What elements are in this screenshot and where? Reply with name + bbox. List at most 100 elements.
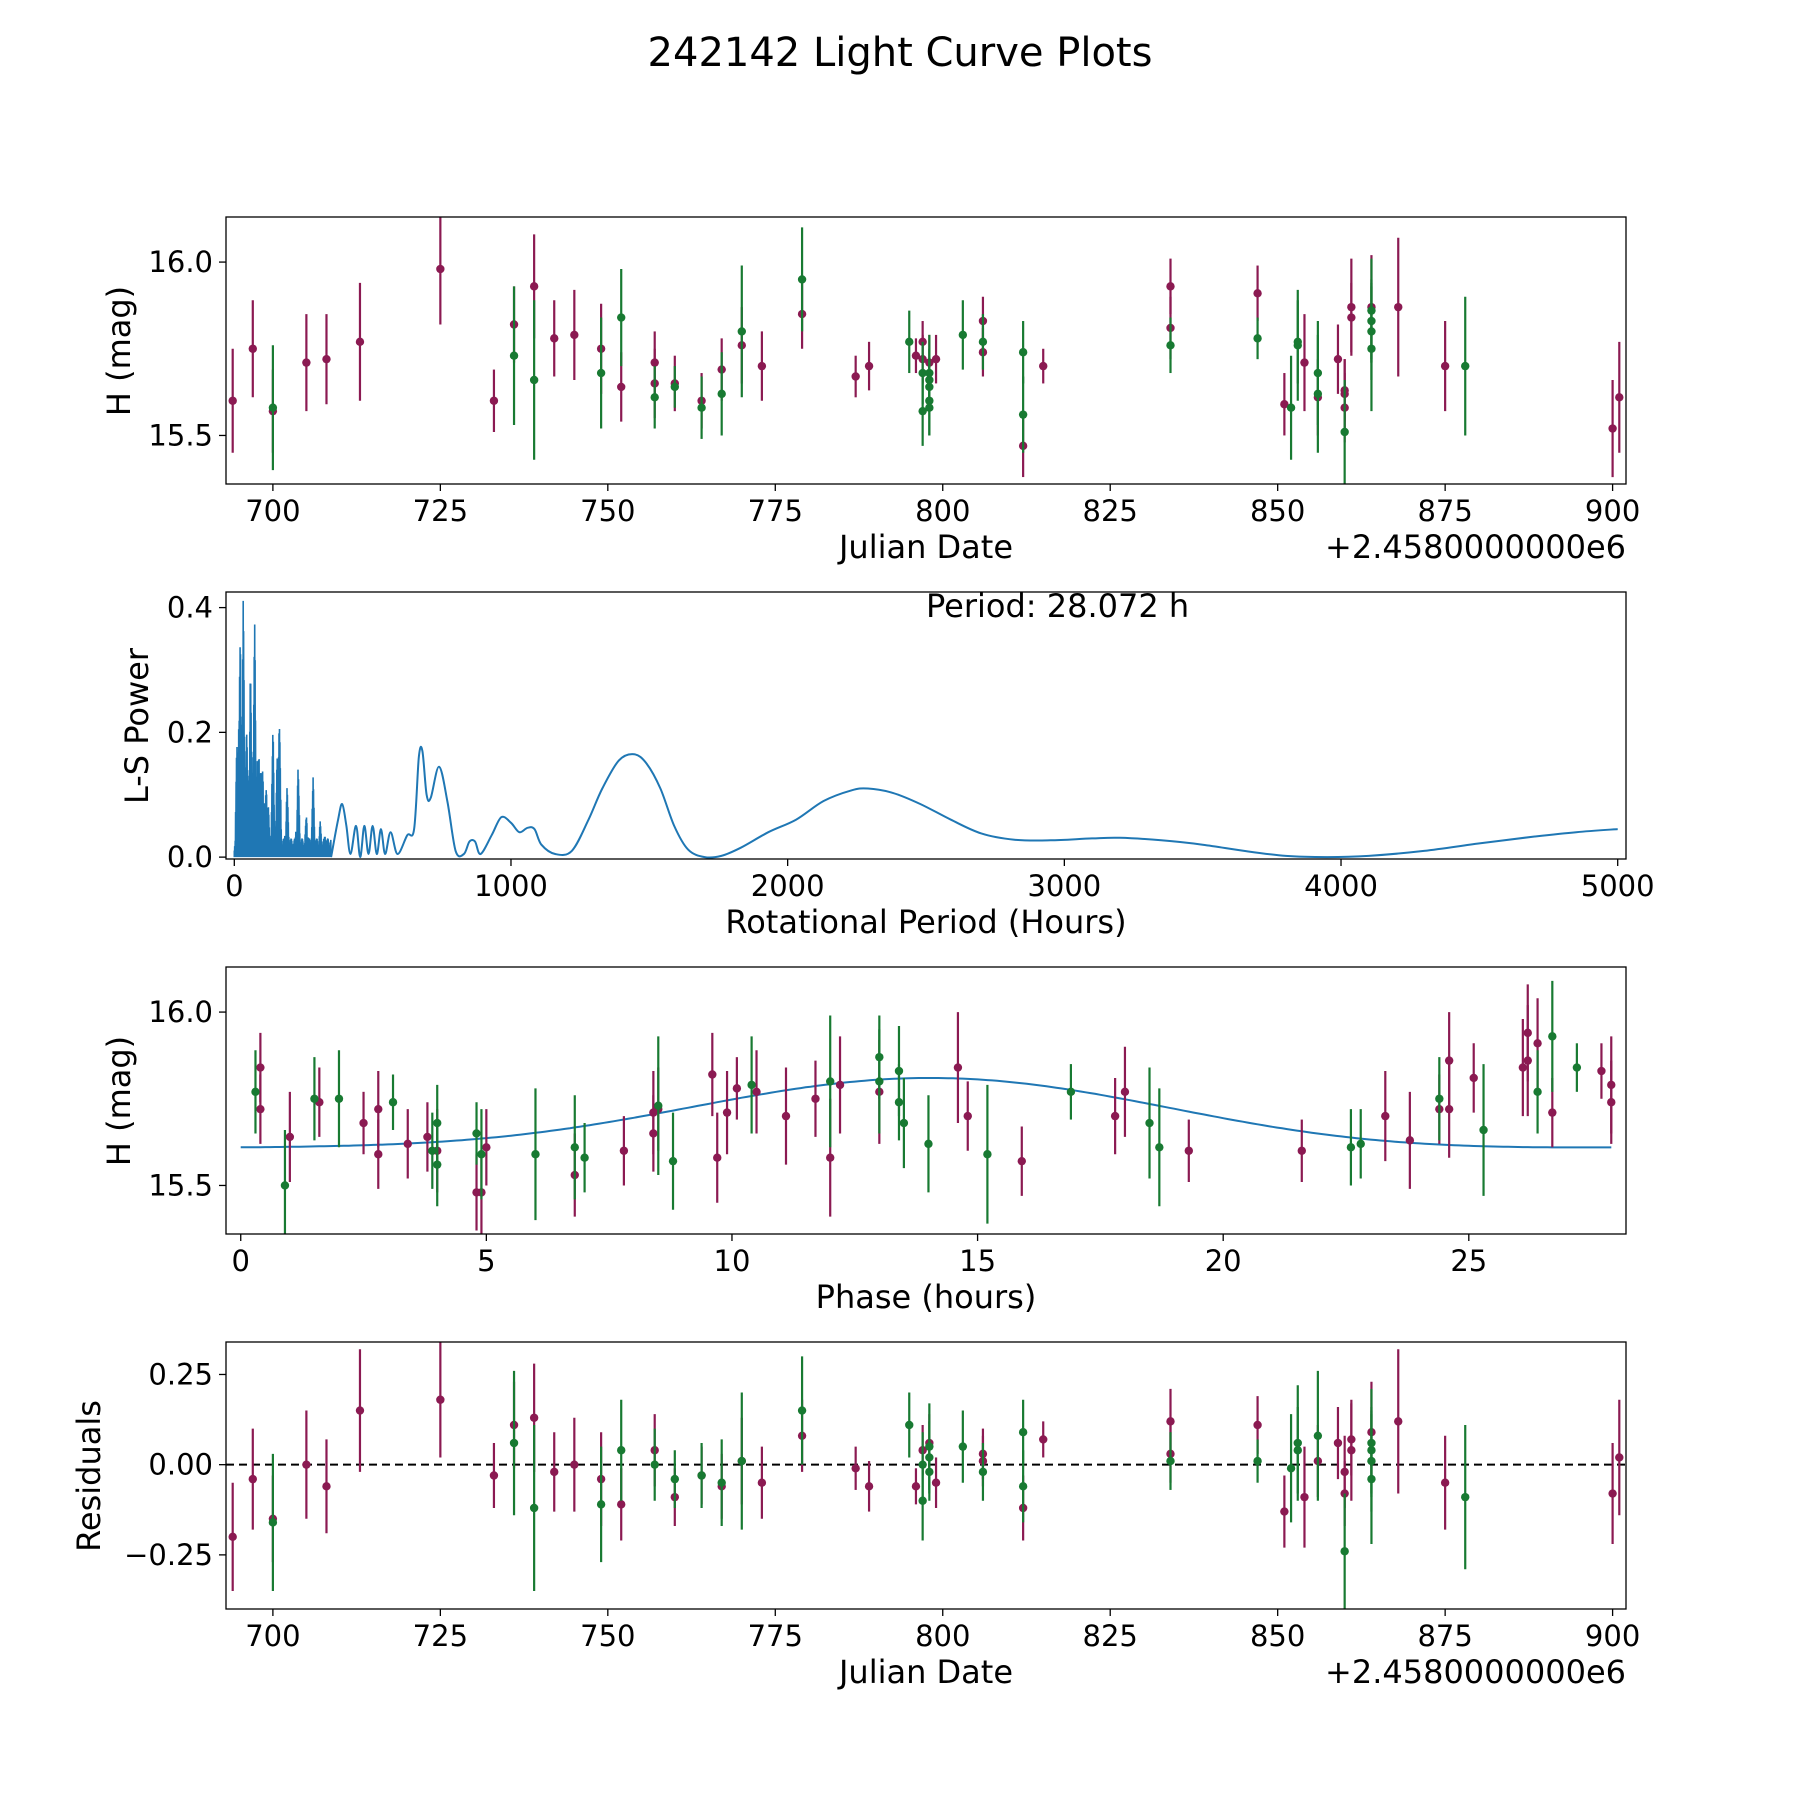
data-point — [1444, 1104, 1454, 1114]
data-point — [1572, 1063, 1582, 1072]
data-point — [851, 372, 860, 381]
data-point — [509, 1438, 519, 1448]
data-point — [580, 1153, 589, 1162]
light-curve-y-tick-label: 15.5 — [148, 418, 213, 452]
data-point — [248, 344, 257, 353]
data-point — [1394, 1417, 1403, 1426]
data-point — [752, 1087, 761, 1097]
data-point — [550, 334, 559, 343]
data-point — [256, 1063, 265, 1072]
data-point — [835, 1080, 845, 1090]
data-point — [925, 368, 934, 378]
data-point — [374, 1150, 383, 1159]
data-point — [697, 1471, 706, 1480]
periodogram-y-tick-label: 0.2 — [167, 715, 213, 749]
data-point — [1479, 1125, 1488, 1135]
data-point — [248, 1474, 257, 1484]
data-point — [670, 382, 680, 392]
data-point — [428, 1146, 437, 1155]
data-point — [931, 354, 941, 364]
data-point — [570, 1143, 579, 1152]
data-point — [978, 337, 988, 347]
series-band_a — [228, 217, 1624, 478]
data-point — [958, 330, 968, 340]
data-point — [355, 1406, 365, 1415]
data-point — [388, 1098, 398, 1107]
periodogram-x-label: Rotational Period (Hours) — [725, 903, 1126, 941]
data-point — [1608, 1489, 1617, 1498]
data-point — [1280, 1507, 1289, 1516]
data-point — [1166, 282, 1175, 291]
data-point — [713, 1153, 722, 1162]
data-point — [477, 1150, 486, 1159]
data-point — [570, 1460, 579, 1469]
data-point — [489, 1471, 499, 1480]
data-point — [864, 361, 874, 371]
light-curve-offset-text: +2.4580000000e6 — [1325, 528, 1626, 566]
data-point — [925, 1442, 934, 1451]
periodogram-y-tick-label: 0.0 — [167, 840, 213, 874]
phased-curve-x-tick-label: 20 — [1205, 1244, 1242, 1278]
data-point — [285, 1132, 295, 1142]
data-point — [826, 1077, 835, 1086]
data-point — [570, 330, 579, 340]
light-curve-x-tick-label: 800 — [915, 494, 970, 528]
data-point — [310, 1094, 319, 1103]
period-annotation: Period: 28.072 h — [926, 587, 1189, 625]
data-point — [1253, 334, 1262, 343]
data-point — [826, 1153, 835, 1162]
periodogram-x-tick-label: 0 — [225, 869, 243, 903]
data-point — [374, 1104, 383, 1114]
data-point — [433, 1160, 442, 1169]
data-point — [228, 396, 237, 405]
data-point — [1253, 289, 1262, 298]
data-point — [355, 337, 365, 347]
phased-curve-x-tick-label: 10 — [714, 1244, 751, 1278]
data-point — [1435, 1094, 1444, 1103]
light-curve-x-tick-label: 825 — [1083, 494, 1138, 528]
data-point — [472, 1129, 481, 1138]
data-point — [1110, 1111, 1120, 1121]
data-point — [1608, 424, 1617, 433]
data-point — [717, 389, 726, 399]
data-point — [619, 1146, 629, 1155]
data-point — [489, 396, 499, 405]
data-point — [1286, 1464, 1296, 1473]
data-point — [509, 351, 519, 360]
light-curve-x-tick-label: 700 — [245, 494, 300, 528]
data-point — [251, 1087, 260, 1097]
data-point — [911, 351, 921, 360]
data-point — [302, 1460, 311, 1469]
data-point — [905, 1420, 914, 1430]
light-curve-x-tick-label: 775 — [748, 494, 803, 528]
data-point — [1347, 1446, 1356, 1455]
data-point — [737, 327, 746, 336]
residuals-x-label: Julian Date — [837, 1653, 1013, 1691]
light-curve-axes-frame — [225, 216, 1627, 485]
residuals-x-tick-label: 800 — [915, 1619, 970, 1653]
data-point — [1018, 410, 1028, 419]
data-point — [958, 1442, 968, 1451]
data-point — [781, 1111, 791, 1121]
residuals-y-tick-label: 0.25 — [148, 1357, 213, 1391]
data-point — [918, 368, 927, 378]
light-curve-x-tick-label: 875 — [1417, 494, 1472, 528]
light-curve-x-tick-label: 750 — [580, 494, 635, 528]
data-point — [617, 1500, 626, 1509]
data-point — [617, 313, 626, 322]
data-point — [1297, 1146, 1306, 1155]
data-point — [811, 1094, 820, 1103]
data-point — [1300, 1492, 1309, 1502]
periodogram-spikes — [233, 600, 332, 858]
periodogram-y-tick-label: 0.4 — [167, 591, 213, 625]
periodogram-y-label: L-S Power — [118, 647, 156, 804]
data-point — [617, 1446, 626, 1455]
data-point — [1039, 361, 1048, 371]
data-point — [1184, 1146, 1194, 1155]
data-point — [1381, 1111, 1390, 1121]
residuals-x-tick-label: 900 — [1585, 1619, 1640, 1653]
data-point — [531, 1150, 540, 1159]
residuals-x-tick-label: 725 — [413, 1619, 468, 1653]
periodogram-x-tick-label: 2000 — [751, 869, 825, 903]
